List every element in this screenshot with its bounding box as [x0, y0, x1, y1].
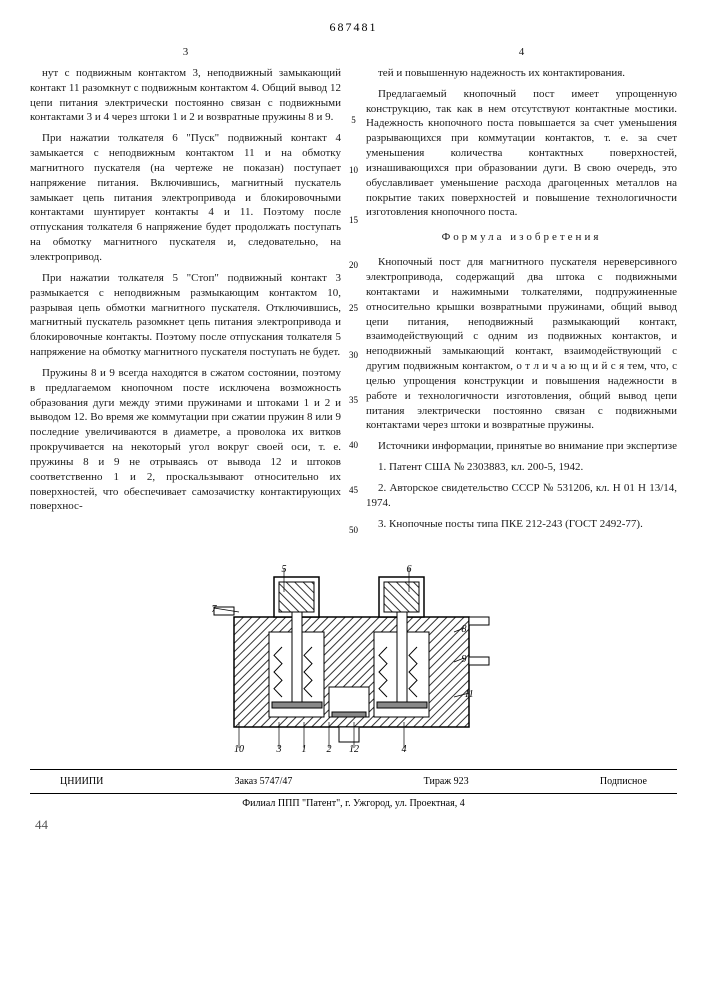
col-num-left: 3 — [30, 45, 341, 60]
svg-text:3: 3 — [275, 744, 281, 755]
line-number: 30 — [349, 350, 358, 360]
svg-text:11: 11 — [464, 689, 473, 700]
footer-row: ЦНИИПИ Заказ 5747/47 Тираж 923 Подписное — [30, 774, 677, 789]
content-wrapper: 3 нут с подвижным контактом 3, неподвижн… — [30, 45, 677, 537]
formula-text: Кнопочный пост для магнитного пускателя … — [366, 255, 677, 433]
footer-address: Филиал ППП "Патент", г. Ужгород, ул. Про… — [30, 798, 677, 809]
left-column: 3 нут с подвижным контактом 3, неподвижн… — [30, 45, 341, 537]
line-number: 10 — [349, 165, 358, 175]
svg-text:10: 10 — [234, 744, 244, 755]
footer-rule — [30, 793, 677, 794]
svg-text:5: 5 — [281, 564, 286, 575]
svg-text:1: 1 — [301, 744, 306, 755]
line-number: 15 — [349, 215, 358, 225]
svg-text:6: 6 — [406, 564, 411, 575]
line-number: 35 — [349, 395, 358, 405]
right-column: 4 тей и повышенную надежность их контакт… — [366, 45, 677, 537]
svg-text:8: 8 — [461, 624, 466, 635]
handwritten-note: 44 — [30, 817, 677, 833]
footer-rule — [30, 769, 677, 770]
para: При нажатии толкателя 5 "Стоп" подвижный… — [30, 271, 341, 360]
footer-order: Заказ 5747/47 — [235, 776, 293, 787]
footer-sub: Подписное — [600, 776, 647, 787]
figure: 123456789101112 — [184, 557, 524, 757]
line-number: 5 — [351, 115, 356, 125]
svg-text:9: 9 — [461, 654, 466, 665]
svg-text:12: 12 — [349, 744, 359, 755]
sources-title: Источники информации, принятые во вниман… — [366, 439, 677, 454]
source-item: 3. Кнопочные посты типа ПКЕ 212-243 (ГОС… — [366, 517, 677, 532]
source-item: 2. Авторское свидетельство СССР № 531206… — [366, 481, 677, 511]
footer: ЦНИИПИ Заказ 5747/47 Тираж 923 Подписное… — [30, 769, 677, 809]
para: тей и повышенную надежность их контактир… — [366, 66, 677, 81]
source-item: 1. Патент США № 2303883, кл. 200-5, 1942… — [366, 460, 677, 475]
para: Предлагаемый кнопочный пост имеет упроще… — [366, 87, 677, 221]
para: Пружины 8 и 9 всегда находятся в сжатом … — [30, 366, 341, 514]
svg-text:2: 2 — [326, 744, 331, 755]
formula-title: Формула изобретения — [366, 230, 677, 245]
para: При нажатии толкателя 6 "Пуск" подвижный… — [30, 131, 341, 265]
page: 687481 3 нут с подвижным контактом 3, не… — [0, 0, 707, 1000]
line-number: 20 — [349, 260, 358, 270]
line-number: 25 — [349, 303, 358, 313]
line-number: 50 — [349, 525, 358, 535]
technical-drawing: 123456789101112 — [184, 557, 524, 757]
col-num-right: 4 — [366, 45, 677, 60]
line-number: 40 — [349, 440, 358, 450]
para: нут с подвижным контактом 3, неподвижный… — [30, 66, 341, 125]
svg-text:4: 4 — [401, 744, 406, 755]
document-number: 687481 — [30, 20, 677, 35]
footer-org: ЦНИИПИ — [60, 776, 103, 787]
footer-tirage: Тираж 923 — [424, 776, 469, 787]
line-number: 45 — [349, 485, 358, 495]
